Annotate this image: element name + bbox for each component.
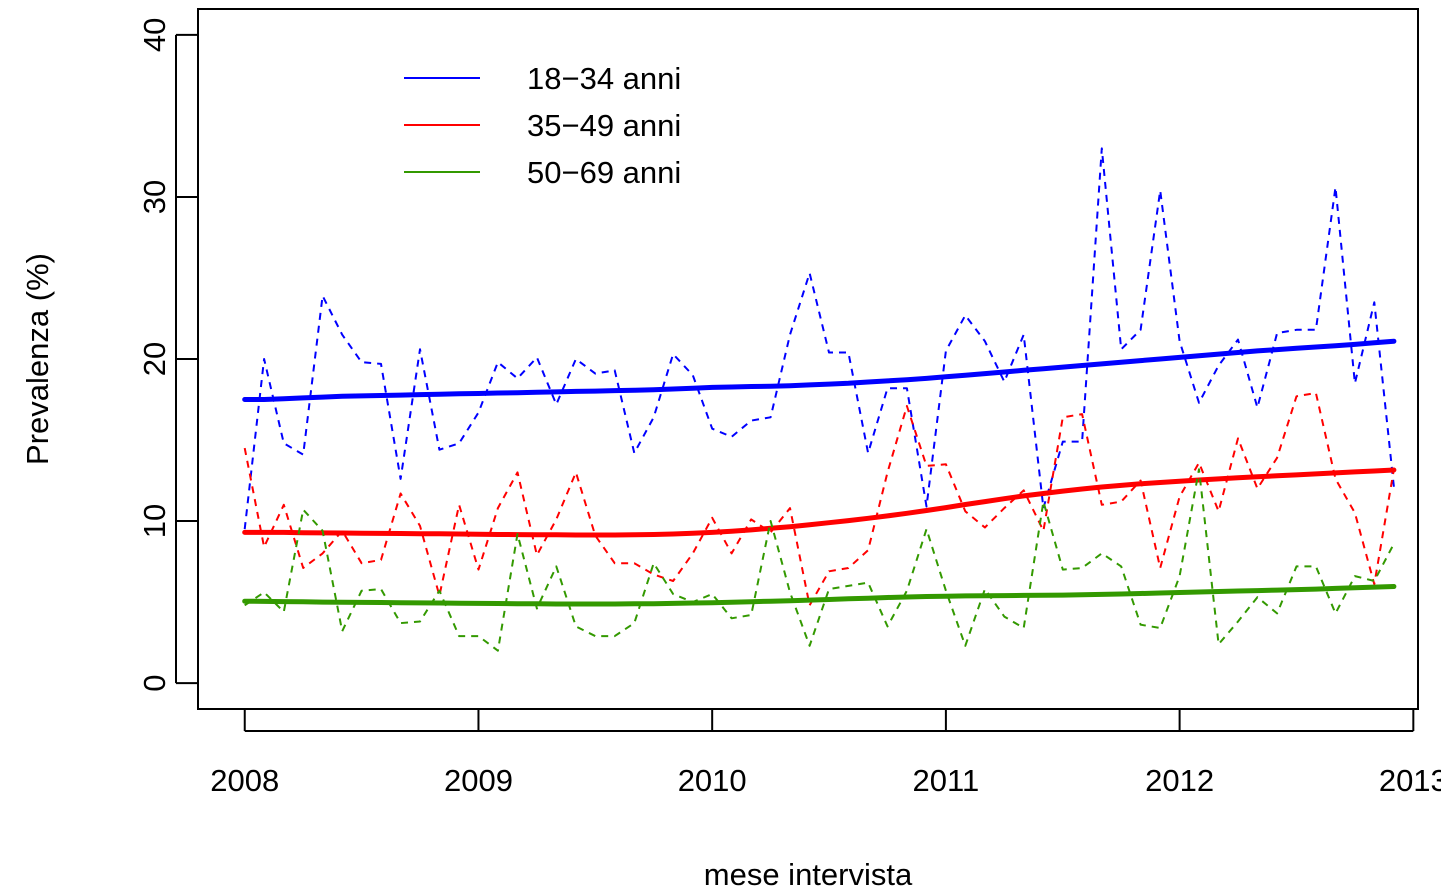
legend: 18−34 anni 35−49 anni 50−69 anni (404, 61, 681, 190)
x-tick-label-2008: 2008 (210, 763, 279, 798)
y-tick-label-20: 20 (137, 342, 172, 376)
x-tick-label-2009: 2009 (444, 763, 513, 798)
series-18-34-trend-line (242, 338, 1397, 402)
legend-label-18-34: 18−34 anni (527, 61, 681, 96)
x-tick-label-2011: 2011 (913, 763, 980, 798)
x-tick-label-2013: 2013 (1379, 763, 1441, 798)
x-tick-label-2010: 2010 (678, 763, 747, 798)
series-18-34-monthly-line (243, 147, 1395, 530)
y-axis: 0 10 20 30 40 (137, 18, 198, 692)
y-tick-label-10: 10 (137, 504, 172, 538)
x-tick-label-2012: 2012 (1145, 763, 1214, 798)
series-35-49-trend-line (242, 467, 1397, 538)
y-axis-label: Prevalenza (%) (20, 253, 55, 465)
series-50-69-monthly-line (244, 468, 1395, 652)
legend-label-35-49: 35−49 anni (527, 108, 681, 143)
legend-label-50-69: 50−69 anni (527, 155, 681, 190)
series-layer (242, 147, 1397, 652)
y-tick-label-0: 0 (137, 674, 172, 691)
series-35-49-monthly-line (243, 392, 1395, 607)
y-tick-label-40: 40 (137, 18, 172, 52)
x-axis: 2008 2009 2010 2011 2012 2013 (210, 709, 1441, 798)
series-50-69-trend-line (242, 584, 1397, 607)
y-tick-label-30: 30 (137, 180, 172, 214)
x-axis-label: mese intervista (704, 857, 913, 892)
